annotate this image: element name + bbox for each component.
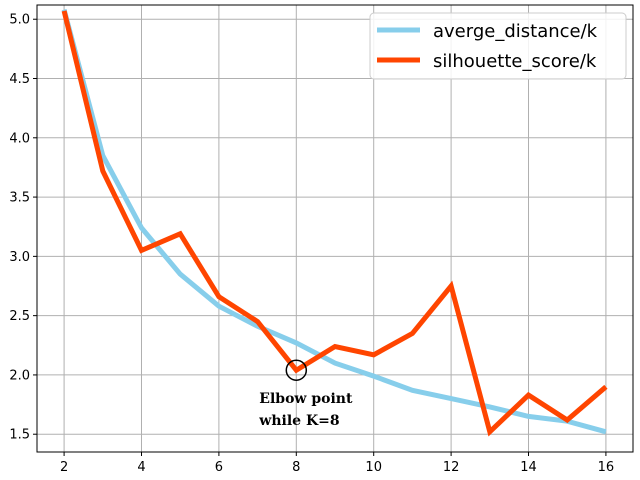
x-tick-label: 4 [137, 460, 145, 475]
y-axis: 1.5 2.0 2.5 3.0 3.5 4.0 4.5 5.0 [9, 13, 37, 443]
legend-label-averge-distance: averge_distance/k [433, 21, 598, 42]
y-tick-label: 5.0 [9, 13, 30, 28]
y-tick-label: 2.0 [9, 368, 30, 383]
series-line-1 [61, 10, 608, 437]
x-tick-label: 14 [520, 460, 537, 475]
y-tick-label: 3.0 [9, 250, 30, 265]
legend: averge_distance/k silhouette_score/k [369, 12, 627, 80]
x-tick-label: 8 [292, 460, 300, 475]
annotation-line-1: Elbow point [259, 391, 353, 407]
y-tick-label: 4.5 [9, 72, 30, 87]
x-tick-label: 2 [60, 460, 68, 475]
plot-frame [36, 4, 634, 453]
x-tick-label: 16 [598, 460, 615, 475]
y-tick-label: 1.5 [9, 428, 30, 443]
y-tick-label: 4.0 [9, 131, 30, 146]
legend-label-silhouette-score: silhouette_score/k [433, 51, 597, 72]
legend-box [369, 12, 627, 80]
x-tick-label: 6 [215, 460, 223, 475]
series-lines [61, 9, 608, 437]
elbow-point-marker [285, 359, 308, 381]
elbow-annotation: Elbow point while K=8 [258, 359, 353, 429]
annotation-line-2: while K=8 [258, 413, 339, 429]
x-tick-label: 12 [443, 460, 460, 475]
y-tick-label: 3.5 [9, 191, 30, 206]
y-tick-label: 2.5 [9, 309, 30, 324]
x-tick-label: 10 [365, 460, 382, 475]
x-axis: 2 4 6 8 10 12 14 16 [60, 452, 614, 475]
